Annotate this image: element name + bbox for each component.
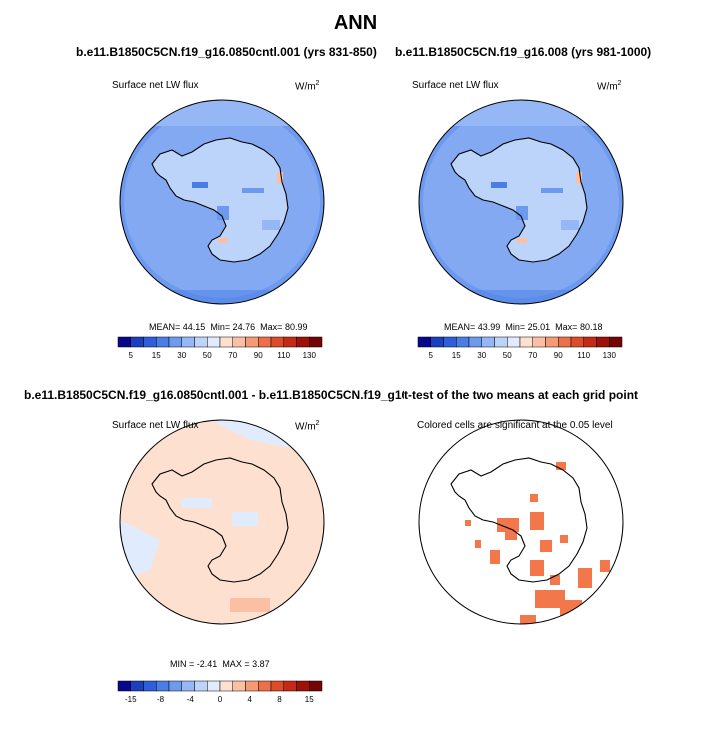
colorbar-swatch xyxy=(117,680,131,692)
colorbar-tick-label: -8 xyxy=(157,695,165,704)
panel-1-variable-label: Surface net LW flux xyxy=(112,80,199,91)
colorbar-tick-label: 130 xyxy=(603,351,617,360)
colorbar-swatch xyxy=(117,336,131,348)
panel-4-map xyxy=(418,419,624,625)
colorbar-tick-label: 110 xyxy=(277,351,290,360)
colorbar-swatch xyxy=(558,336,572,348)
colorbar-swatch xyxy=(309,680,323,692)
panel-2-stats: MEAN= 43.99 Min= 25.01 Max= 80.18 xyxy=(444,322,603,332)
colorbar-swatch xyxy=(270,336,284,348)
colorbar-swatch xyxy=(309,336,323,348)
panel-3-title: b.e11.B1850C5CN.f19_g16.0850cntl.001 - b… xyxy=(24,388,432,402)
panel-1-title: b.e11.B1850C5CN.f19_g16.0850cntl.001 (yr… xyxy=(76,45,377,59)
colorbar-tick-label: 110 xyxy=(577,351,590,360)
colorbar-tick-label: 90 xyxy=(254,351,263,360)
colorbar-swatch xyxy=(430,336,444,348)
colorbar-swatch xyxy=(207,336,221,348)
panel-3-map xyxy=(119,419,325,625)
colorbar-tick-label: 5 xyxy=(429,351,434,360)
colorbar-swatch xyxy=(258,336,272,348)
colorbar-tick-label: -15 xyxy=(125,695,137,704)
colorbar-swatch xyxy=(270,680,284,692)
colorbar-tick-label: 90 xyxy=(554,351,563,360)
colorbar-swatch xyxy=(570,336,584,348)
colorbar-tick-label: 70 xyxy=(228,351,237,360)
colorbar-swatch xyxy=(532,336,546,348)
colorbar-tick-label: -4 xyxy=(187,695,195,704)
colorbar-swatch xyxy=(296,680,310,692)
colorbar-swatch xyxy=(519,336,533,348)
colorbar-swatch xyxy=(481,336,495,348)
panel-3-stats: MIN = -2.41 MAX = 3.87 xyxy=(170,659,270,669)
panel-1-map xyxy=(119,99,325,305)
panel-1-colorbar: 5 15 30 50 70 90 110 130 xyxy=(117,336,323,360)
colorbar-swatch xyxy=(596,336,610,348)
panel-1-units: W/m2 xyxy=(295,80,320,93)
colorbar-tick-label: 0 xyxy=(218,695,223,704)
colorbar-tick-label: 15 xyxy=(305,695,314,704)
colorbar-tick-label: 30 xyxy=(177,351,186,360)
colorbar-swatch xyxy=(283,680,297,692)
colorbar-swatch xyxy=(609,336,623,348)
colorbar-swatch xyxy=(168,680,182,692)
panel-3-units: W/m2 xyxy=(295,420,320,433)
colorbar-swatch xyxy=(143,680,157,692)
panel-4-title: t-test of the two means at each grid poi… xyxy=(404,388,639,402)
colorbar-swatch xyxy=(456,336,470,348)
colorbar-swatch xyxy=(245,336,259,348)
panel-2-colorbar: 5 15 30 50 70 90 110 130 xyxy=(417,336,623,360)
colorbar-swatch xyxy=(181,680,195,692)
colorbar-swatch xyxy=(494,336,508,348)
colorbar-tick-label: 5 xyxy=(129,351,134,360)
colorbar-swatch xyxy=(507,336,521,348)
colorbar-swatch xyxy=(143,336,157,348)
colorbar-swatch xyxy=(283,336,297,348)
colorbar-swatch xyxy=(194,336,208,348)
colorbar-swatch xyxy=(194,680,208,692)
colorbar-tick-label: 4 xyxy=(248,695,253,704)
colorbar-swatch xyxy=(443,336,457,348)
colorbar-swatch xyxy=(207,680,221,692)
colorbar-swatch xyxy=(296,336,310,348)
colorbar-tick-label: 8 xyxy=(277,695,282,704)
panel-2-units: W/m2 xyxy=(597,80,622,93)
colorbar-swatch xyxy=(156,680,170,692)
colorbar-swatch xyxy=(181,336,195,348)
colorbar-swatch xyxy=(219,680,233,692)
colorbar-swatch xyxy=(583,336,597,348)
colorbar-tick-label: 50 xyxy=(203,351,212,360)
colorbar-tick-label: 130 xyxy=(303,351,317,360)
panel-2-title: b.e11.B1850C5CN.f19_g16.008 (yrs 981-100… xyxy=(395,45,652,59)
panel-4-subtitle: Colored cells are significant at the 0.0… xyxy=(417,420,613,431)
colorbar-swatch xyxy=(168,336,182,348)
panel-2-variable-label: Surface net LW flux xyxy=(412,80,499,91)
colorbar-swatch xyxy=(232,336,246,348)
colorbar-swatch xyxy=(219,336,233,348)
colorbar-swatch xyxy=(417,336,431,348)
colorbar-swatch xyxy=(232,680,246,692)
colorbar-tick-label: 15 xyxy=(452,351,461,360)
colorbar-swatch xyxy=(130,336,144,348)
colorbar-swatch xyxy=(130,680,144,692)
colorbar-swatch xyxy=(545,336,559,348)
figure-title: ANN xyxy=(333,12,378,34)
colorbar-swatch xyxy=(156,336,170,348)
colorbar-tick-label: 15 xyxy=(152,351,161,360)
colorbar-swatch xyxy=(258,680,272,692)
colorbar-tick-label: 30 xyxy=(477,351,486,360)
panel-3-variable-label: Surface net LW flux xyxy=(112,420,199,431)
colorbar-tick-label: 50 xyxy=(503,351,512,360)
panel-1-stats: MEAN= 44.15 Min= 24.76 Max= 80.99 xyxy=(149,322,308,332)
colorbar-swatch xyxy=(468,336,482,348)
colorbar-swatch xyxy=(245,680,259,692)
colorbar-tick-label: 70 xyxy=(528,351,537,360)
panel-3-colorbar: -15 -8 -4 0 4 8 15 xyxy=(117,680,323,704)
panel-2-map xyxy=(418,99,624,305)
